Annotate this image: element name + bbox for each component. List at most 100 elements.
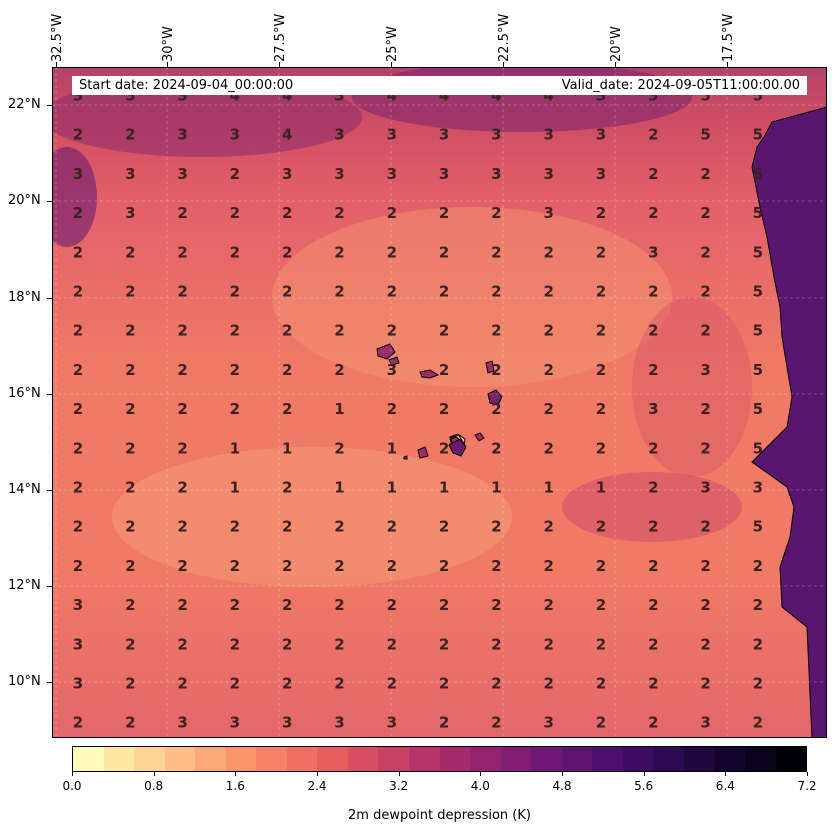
colorbar-segment bbox=[378, 747, 410, 771]
grid-value: 2 bbox=[648, 204, 658, 222]
grid-value: 5 bbox=[753, 322, 763, 340]
grid-value: 2 bbox=[334, 361, 344, 379]
grid-value: 5 bbox=[753, 165, 763, 183]
grid-value: 2 bbox=[73, 204, 83, 222]
grid-value: 2 bbox=[334, 518, 344, 536]
sea-field bbox=[52, 67, 827, 738]
grid-value: 2 bbox=[700, 204, 710, 222]
colorbar-segment bbox=[561, 747, 593, 771]
grid-value: 2 bbox=[177, 322, 187, 340]
grid-value: 2 bbox=[491, 596, 501, 614]
field-patch bbox=[272, 207, 672, 387]
grid-value: 2 bbox=[334, 243, 344, 261]
grid-value: 2 bbox=[648, 283, 658, 301]
colorbar-segment bbox=[622, 747, 654, 771]
grid-value: 2 bbox=[387, 283, 397, 301]
grid-value: 2 bbox=[73, 479, 83, 497]
grid-value: 3 bbox=[125, 204, 135, 222]
grid-value: 3 bbox=[543, 204, 553, 222]
grid-value: 2 bbox=[648, 322, 658, 340]
lat-tick bbox=[47, 394, 52, 395]
grid-value: 2 bbox=[700, 283, 710, 301]
grid-value: 2 bbox=[282, 675, 292, 693]
grid-value: 2 bbox=[387, 596, 397, 614]
field-patch bbox=[52, 77, 362, 157]
grid-value: 3 bbox=[700, 714, 710, 732]
colorbar-tick-label: 3.2 bbox=[389, 779, 409, 793]
grid-value: 2 bbox=[230, 635, 240, 653]
grid-value: 4 bbox=[282, 87, 292, 105]
grid-value: 2 bbox=[543, 439, 553, 457]
grid-value: 4 bbox=[439, 87, 449, 105]
grid-value: 2 bbox=[230, 243, 240, 261]
grid-value: 3 bbox=[543, 714, 553, 732]
grid-value: 2 bbox=[543, 675, 553, 693]
grid-value: 3 bbox=[596, 165, 606, 183]
grid-value: 3 bbox=[648, 243, 658, 261]
grid-value: 2 bbox=[439, 400, 449, 418]
lon-label: 27.5°W bbox=[273, 13, 288, 62]
grid-value: 2 bbox=[334, 204, 344, 222]
field-patch bbox=[632, 297, 752, 477]
grid-value: 3 bbox=[753, 479, 763, 497]
field-patch bbox=[112, 447, 512, 587]
grid-value: 2 bbox=[596, 518, 606, 536]
grid-value: 2 bbox=[125, 675, 135, 693]
grid-value: 4 bbox=[491, 87, 501, 105]
grid-value: 2 bbox=[491, 675, 501, 693]
grid-value: 2 bbox=[491, 439, 501, 457]
grid-value: 2 bbox=[73, 518, 83, 536]
grid-value: 2 bbox=[282, 204, 292, 222]
grid-value: 2 bbox=[596, 596, 606, 614]
colorbar-segment bbox=[73, 747, 104, 771]
colorbar-tick bbox=[480, 772, 481, 776]
grid-value: 5 bbox=[700, 126, 710, 144]
grid-value: 3 bbox=[334, 87, 344, 105]
map-frame bbox=[52, 67, 827, 738]
grid-value: 5 bbox=[700, 87, 710, 105]
grid-value: 2 bbox=[543, 322, 553, 340]
grid-value: 2 bbox=[230, 361, 240, 379]
grid-value: 2 bbox=[439, 518, 449, 536]
grid-value: 2 bbox=[125, 439, 135, 457]
lat-tick bbox=[47, 201, 52, 202]
grid-value: 2 bbox=[700, 675, 710, 693]
grid-value: 3 bbox=[334, 126, 344, 144]
grid-value: 3 bbox=[387, 126, 397, 144]
grid-value: 2 bbox=[648, 596, 658, 614]
grid-value: 2 bbox=[387, 204, 397, 222]
grid-value: 2 bbox=[334, 675, 344, 693]
grid-value: 2 bbox=[73, 714, 83, 732]
lon-label: 20°W bbox=[609, 26, 624, 62]
lon-label: 32.5°W bbox=[50, 13, 65, 62]
grid-value: 3 bbox=[73, 675, 83, 693]
grid-value: 2 bbox=[125, 479, 135, 497]
lon-label: 17.5°W bbox=[721, 13, 736, 62]
lat-tick bbox=[47, 490, 52, 491]
colorbar-segment bbox=[500, 747, 532, 771]
grid-value: 2 bbox=[700, 165, 710, 183]
grid-value: 3 bbox=[491, 165, 501, 183]
grid-value: 2 bbox=[648, 635, 658, 653]
grid-value: 2 bbox=[439, 322, 449, 340]
grid-value: 2 bbox=[282, 557, 292, 575]
grid-value: 2 bbox=[491, 243, 501, 261]
grid-value: 3 bbox=[596, 126, 606, 144]
grid-value: 1 bbox=[230, 439, 240, 457]
lon-tick bbox=[727, 62, 728, 67]
grid-value: 2 bbox=[282, 283, 292, 301]
grid-value: 2 bbox=[334, 283, 344, 301]
colorbar-tick-label: 1.6 bbox=[225, 779, 245, 793]
grid-value: 2 bbox=[230, 596, 240, 614]
grid-value: 2 bbox=[439, 557, 449, 575]
grid-value: 5 bbox=[753, 361, 763, 379]
grid-value: 2 bbox=[596, 439, 606, 457]
field-patch bbox=[52, 147, 97, 247]
colorbar-tick bbox=[154, 772, 155, 776]
grid-value: 2 bbox=[491, 322, 501, 340]
grid-value: 3 bbox=[73, 87, 83, 105]
grid-value: 2 bbox=[543, 635, 553, 653]
colorbar-segment bbox=[592, 747, 623, 771]
grid-value: 1 bbox=[543, 479, 553, 497]
grid-value: 2 bbox=[73, 322, 83, 340]
